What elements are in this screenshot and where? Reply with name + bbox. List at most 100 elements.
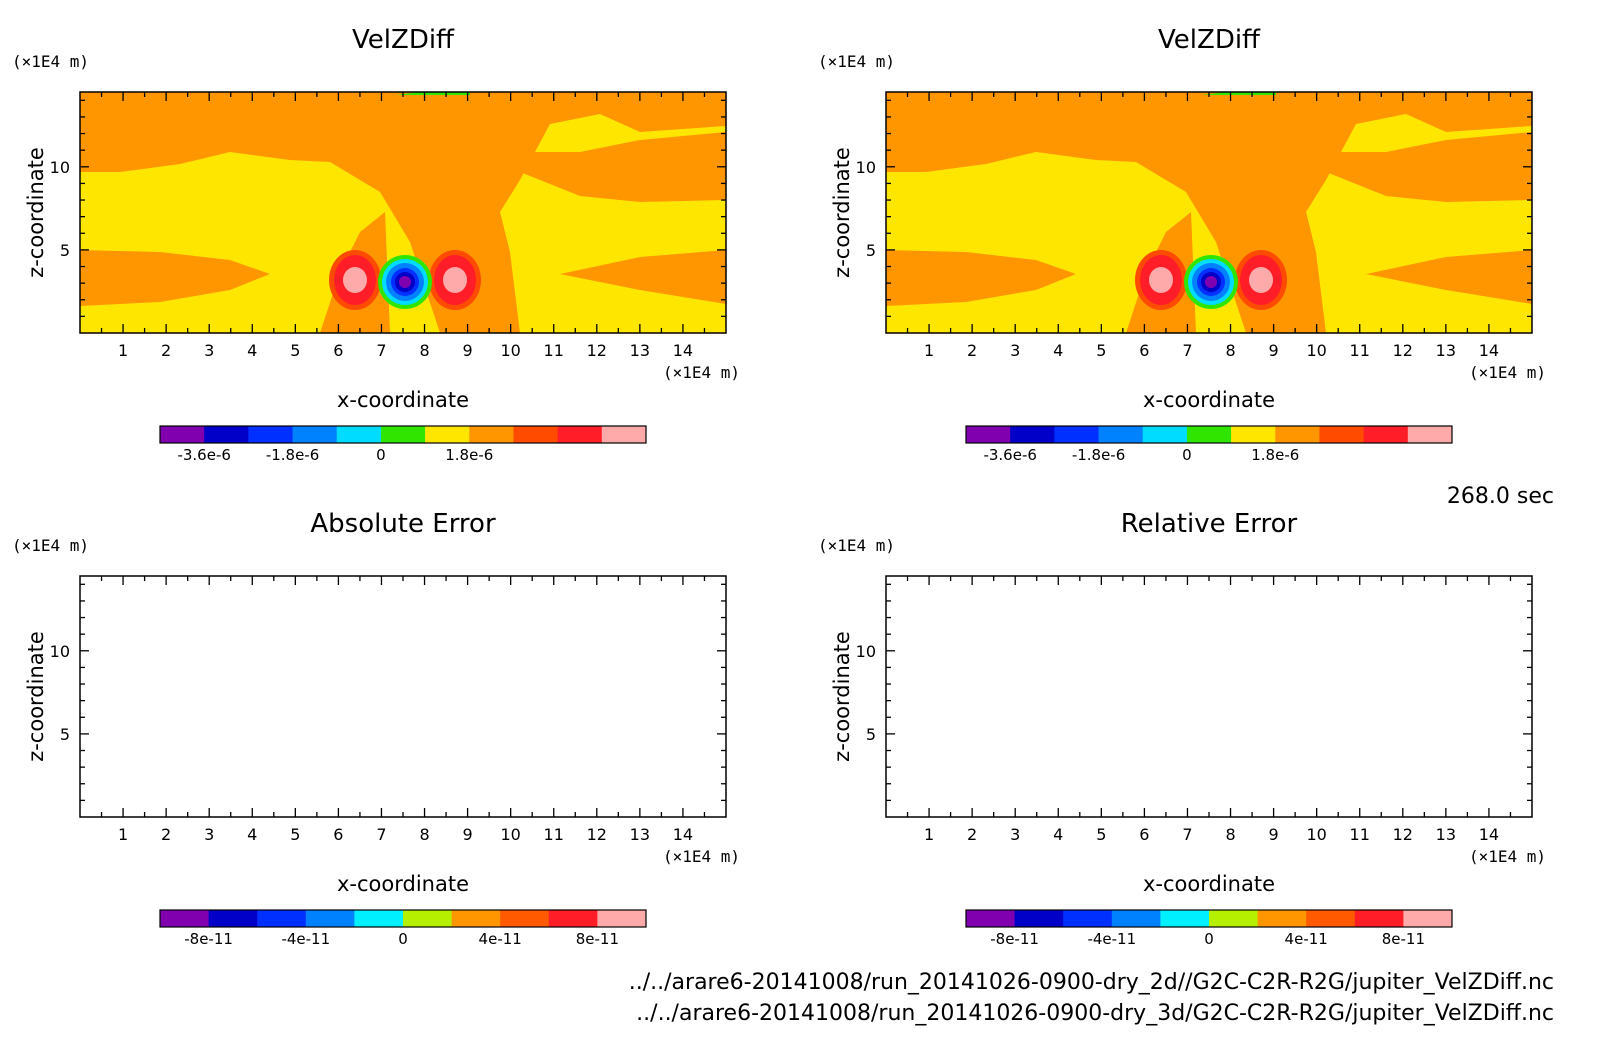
colorbar-swatch bbox=[1054, 426, 1100, 443]
colorbar-swatch bbox=[1160, 910, 1210, 927]
colorbar-tick-label: -1.8e-6 bbox=[266, 446, 319, 464]
x-tick-label: 13 bbox=[630, 825, 650, 844]
colorbar-swatch bbox=[1209, 910, 1259, 927]
colorbar: -8e-11 -4e-11 0 4e-11 8e-11 bbox=[159, 909, 647, 948]
colorbar-swatch bbox=[1257, 910, 1307, 927]
colorbar-swatch bbox=[380, 426, 426, 443]
colorbar-frame bbox=[159, 909, 647, 928]
x-tick-label: 7 bbox=[376, 825, 386, 844]
file-path-1: ../../arare6-20141008/run_20141026-0900-… bbox=[628, 970, 1554, 995]
y-tick-label: 5 bbox=[866, 241, 876, 260]
x-tick-label: 3 bbox=[204, 825, 214, 844]
x-tick-label: 6 bbox=[1139, 825, 1149, 844]
y-tick-label: 10 bbox=[856, 642, 876, 661]
x-tick-label: 8 bbox=[419, 825, 429, 844]
colorbar-swatch bbox=[548, 910, 598, 927]
positive-core bbox=[443, 267, 467, 293]
colorbar-swatch bbox=[1010, 426, 1055, 443]
x-tick-label: 3 bbox=[1010, 341, 1020, 360]
x-axis-label: x-coordinate bbox=[337, 388, 469, 412]
colorbar-swatch bbox=[500, 910, 550, 927]
colorbar-swatch bbox=[601, 426, 647, 443]
colorbar-tick-label: -8e-11 bbox=[990, 930, 1039, 948]
colorbar-frame bbox=[159, 425, 647, 444]
x-tick-label: 6 bbox=[1139, 341, 1149, 360]
colorbar-swatch bbox=[1363, 426, 1409, 443]
x-tick-label: 11 bbox=[1350, 341, 1370, 360]
x-tick-label: 3 bbox=[1010, 825, 1020, 844]
x-tick-label: 11 bbox=[1350, 825, 1370, 844]
colorbar-swatch bbox=[451, 910, 501, 927]
colorbar-swatch bbox=[160, 910, 210, 927]
chart-title: Relative Error bbox=[1121, 509, 1298, 539]
colorbar-swatch bbox=[425, 426, 470, 443]
x-tick-label: 7 bbox=[1182, 341, 1192, 360]
x-tick-label: 4 bbox=[1053, 341, 1063, 360]
colorbar-swatch bbox=[469, 426, 514, 443]
colorbar-tick-label: 0 bbox=[398, 930, 408, 948]
x-tick-label: 11 bbox=[544, 825, 564, 844]
x-tick-label: 9 bbox=[463, 825, 473, 844]
x-tick-label: 4 bbox=[247, 825, 257, 844]
x-unit-label: (×1E4 m) bbox=[663, 847, 740, 866]
positive-core bbox=[1149, 267, 1173, 293]
x-unit-label: (×1E4 m) bbox=[663, 363, 740, 382]
panel-2: VelZDiff(×1E4 m)1 2 3 4 5 6 7 8 9 10 11 12 13 14510(×… bbox=[818, 25, 1546, 464]
y-tick-label: 10 bbox=[50, 642, 70, 661]
plot-frame bbox=[885, 575, 1533, 818]
colorbar-tick-label: 0 bbox=[1182, 446, 1192, 464]
chart-title: Absolute Error bbox=[310, 509, 496, 539]
time-label: 268.0 sec bbox=[1446, 484, 1554, 509]
positive-core bbox=[343, 267, 367, 293]
contour-band bbox=[80, 92, 420, 124]
x-unit-label: (×1E4 m) bbox=[1469, 847, 1546, 866]
x-tick-label: 10 bbox=[500, 825, 520, 844]
colorbar-swatch bbox=[1306, 910, 1356, 927]
y-tick-label: 5 bbox=[60, 725, 70, 744]
contour-band bbox=[886, 92, 1532, 333]
x-tick-label: 12 bbox=[1393, 825, 1413, 844]
chart-title: VelZDiff bbox=[1158, 25, 1261, 55]
x-tick-label: 11 bbox=[544, 341, 564, 360]
x-tick-label: 14 bbox=[1479, 341, 1499, 360]
colorbar-swatch bbox=[257, 910, 307, 927]
colorbar-tick-label: 0 bbox=[376, 446, 386, 464]
x-tick-label: 1 bbox=[118, 341, 128, 360]
x-tick-label: 7 bbox=[1182, 825, 1192, 844]
contour-band bbox=[350, 92, 470, 95]
x-tick-label: 4 bbox=[1053, 825, 1063, 844]
contour-band bbox=[886, 92, 1532, 202]
negative-core bbox=[399, 276, 411, 288]
positive-core bbox=[1249, 267, 1273, 293]
x-tick-label: 12 bbox=[587, 341, 607, 360]
colorbar-swatch bbox=[403, 910, 453, 927]
colorbar-tick-label: 8e-11 bbox=[576, 930, 619, 948]
x-tick-label: 6 bbox=[333, 825, 343, 844]
panel-1: VelZDiff(×1E4 m)1 2 3 4 5 6 7 8 9 10 11 12 13 14510(×… bbox=[12, 25, 740, 464]
y-axis-label: z-coordinate bbox=[830, 631, 854, 762]
x-tick-label: 1 bbox=[924, 825, 934, 844]
colorbar-swatch bbox=[1142, 426, 1188, 443]
colorbar: -3.6e-6 -1.8e-6 0 1.8e-6 bbox=[965, 425, 1453, 464]
colorbar-swatch bbox=[336, 426, 382, 443]
colorbar-frame bbox=[965, 909, 1453, 928]
contour-band bbox=[560, 250, 726, 304]
colorbar-tick-label: 1.8e-6 bbox=[445, 446, 493, 464]
x-tick-label: 5 bbox=[290, 825, 300, 844]
colorbar-swatch bbox=[966, 426, 1011, 443]
x-axis-label: x-coordinate bbox=[1143, 388, 1275, 412]
colorbar-frame bbox=[965, 425, 1453, 444]
file-path-2: ../../arare6-20141008/run_20141026-0900-… bbox=[636, 1001, 1554, 1026]
x-tick-label: 5 bbox=[1096, 825, 1106, 844]
colorbar-swatch bbox=[160, 426, 205, 443]
x-tick-label: 14 bbox=[673, 341, 693, 360]
x-unit-label: (×1E4 m) bbox=[1469, 363, 1546, 382]
x-tick-label: 10 bbox=[1306, 341, 1326, 360]
colorbar-swatch bbox=[204, 426, 249, 443]
colorbar-swatch bbox=[1098, 426, 1144, 443]
x-tick-label: 8 bbox=[419, 341, 429, 360]
x-tick-label: 9 bbox=[1269, 825, 1279, 844]
colorbar-tick-label: 4e-11 bbox=[1285, 930, 1328, 948]
colorbar-swatch bbox=[292, 426, 338, 443]
colorbar: -8e-11 -4e-11 0 4e-11 8e-11 bbox=[965, 909, 1453, 948]
